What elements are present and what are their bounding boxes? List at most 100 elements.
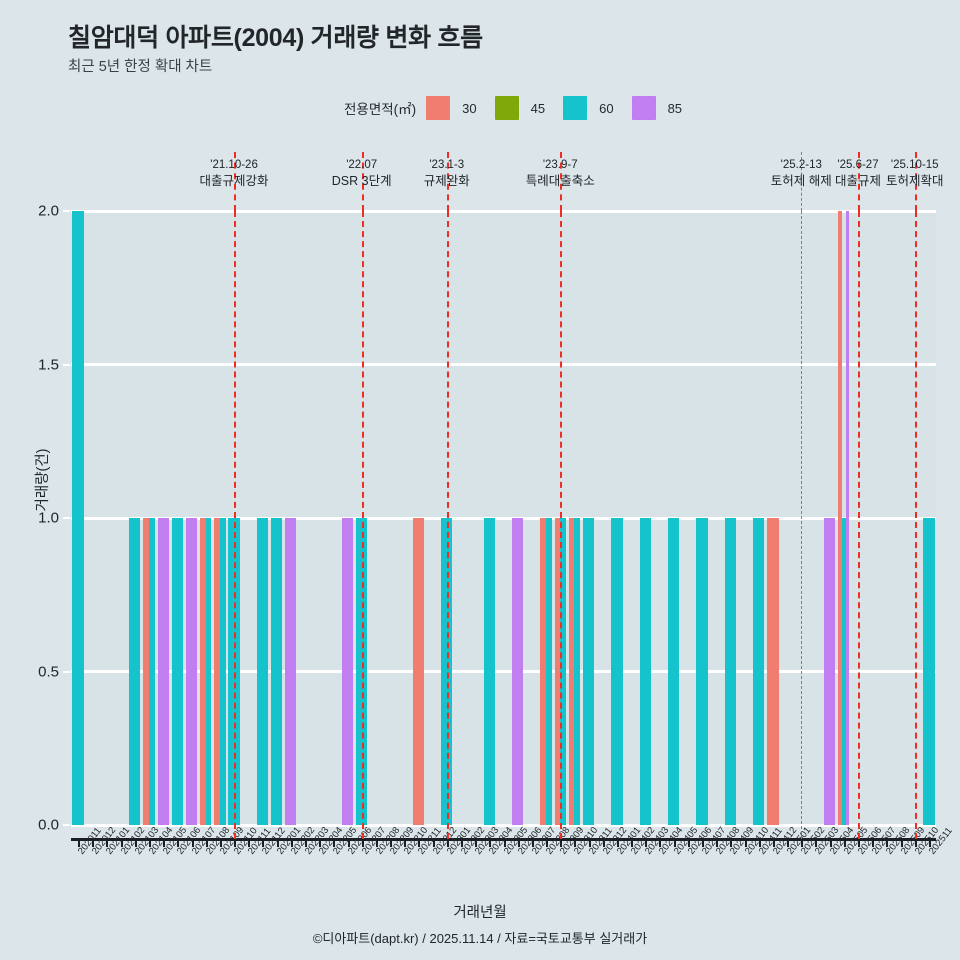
y-axis-label: 거래량(건)	[35, 448, 52, 512]
x-tick-mark	[390, 838, 393, 847]
x-tick-mark	[205, 838, 208, 847]
bar-202109-30[interactable]	[214, 518, 220, 825]
bar-202206-85[interactable]	[341, 518, 354, 825]
annotation-line-top-202309	[560, 152, 563, 211]
bar-202403-60[interactable]	[639, 518, 651, 825]
x-tick-mark	[659, 838, 662, 847]
x-tick-mark	[886, 838, 889, 847]
x-tick-mark	[163, 838, 166, 847]
bar-202104-60[interactable]	[148, 518, 155, 825]
x-tick-mark	[276, 838, 279, 847]
bar-202011-60[interactable]	[72, 211, 84, 825]
bar-202108-30[interactable]	[200, 518, 206, 825]
x-tick-mark	[418, 838, 421, 847]
bar-202505-30[interactable]	[838, 211, 842, 825]
legend-item-85[interactable]: 85	[631, 96, 696, 120]
legend-item-45[interactable]: 45	[494, 96, 559, 120]
annotation-label-202510: '25.10-15 토허제확대	[835, 158, 960, 190]
annotation-line-top-202301	[446, 152, 449, 211]
bar-202412-30[interactable]	[767, 518, 779, 825]
bar-202109-60[interactable]	[219, 518, 226, 825]
x-tick-mark	[262, 838, 265, 847]
bar-202201-60[interactable]	[270, 518, 283, 825]
bar-202306-85[interactable]	[512, 518, 524, 825]
x-tick-mark	[475, 838, 478, 847]
annotation-line-202309	[560, 211, 563, 839]
x-tick-mark	[744, 838, 747, 847]
annotation-line-top-202502	[801, 152, 803, 211]
x-tick-mark	[361, 838, 364, 847]
bar-202310-30[interactable]	[568, 518, 575, 825]
x-tick-mark	[900, 838, 903, 847]
annotation-line-202207	[361, 211, 364, 839]
x-tick-mark	[304, 838, 307, 847]
x-tick-mark	[375, 838, 378, 847]
bar-202211-30[interactable]	[412, 518, 425, 825]
bar-202407-60[interactable]	[696, 518, 708, 825]
bar-202107-85[interactable]	[185, 518, 198, 825]
plot-area	[71, 209, 936, 827]
bar-202308-60[interactable]	[546, 518, 552, 825]
bar-202308-30[interactable]	[540, 518, 547, 825]
bar-202310-60[interactable]	[574, 518, 581, 825]
x-tick-mark	[829, 838, 832, 847]
x-tick-mark	[815, 838, 818, 847]
legend: 전용면적(㎡) 30 45 60 85	[344, 96, 700, 120]
bar-202202-85[interactable]	[285, 518, 297, 825]
legend-swatch-60	[563, 96, 588, 120]
x-tick-mark	[517, 838, 520, 847]
bar-202405-60[interactable]	[667, 518, 680, 825]
y-tick-label: 0.0	[38, 816, 59, 834]
x-tick-mark	[177, 838, 180, 847]
annotation-label-202110: '21.10-26 대출규제강화	[154, 158, 314, 190]
annotation-name: 규제완화	[423, 174, 470, 188]
x-axis-label: 거래년월	[453, 905, 507, 921]
x-tick-mark	[574, 838, 577, 847]
annotation-line-top-202110	[234, 152, 237, 211]
x-tick-mark	[134, 838, 137, 847]
bar-202103-60[interactable]	[129, 518, 141, 825]
x-tick-mark	[787, 838, 790, 847]
bar-202409-60[interactable]	[724, 518, 737, 825]
y-tick-label: 2.0	[38, 202, 59, 220]
bar-202104-30[interactable]	[143, 518, 149, 825]
bar-202106-60[interactable]	[171, 518, 184, 825]
x-tick-mark	[333, 838, 336, 847]
x-tick-mark	[148, 838, 151, 847]
annotation-date: '22.07	[346, 159, 378, 171]
y-tick-mark	[63, 670, 70, 673]
annotation-date: '23.9-7	[542, 159, 578, 171]
annotation-date: '25.6-27	[837, 159, 879, 171]
x-tick-mark	[730, 838, 733, 847]
gridline	[71, 670, 936, 673]
bar-202108-60[interactable]	[205, 518, 212, 825]
bar-202401-60[interactable]	[611, 518, 623, 825]
legend-title: 전용면적(㎡)	[344, 102, 417, 117]
bar-202505-85[interactable]	[845, 211, 850, 825]
bar-202309-30[interactable]	[554, 518, 561, 825]
x-tick-mark	[404, 838, 407, 847]
bar-202411-60[interactable]	[753, 518, 765, 825]
y-tick-label: 0.5	[38, 663, 59, 680]
x-tick-mark	[219, 838, 222, 847]
y-tick-mark	[63, 363, 70, 366]
x-tick-mark	[716, 838, 719, 847]
bar-202304-60[interactable]	[483, 518, 495, 825]
x-tick-mark	[489, 838, 492, 847]
legend-swatch-85	[631, 96, 656, 120]
bar-202505-60[interactable]	[841, 518, 846, 825]
legend-swatch-45	[494, 96, 519, 120]
bar-202309-60[interactable]	[560, 518, 566, 825]
bar-202311-60[interactable]	[582, 518, 595, 825]
bar-202112-60[interactable]	[256, 518, 269, 825]
y-tick-mark	[63, 210, 70, 212]
legend-item-60[interactable]: 60	[563, 96, 627, 120]
bar-202504-85[interactable]	[823, 518, 836, 825]
annotation-line-202510	[914, 211, 917, 839]
legend-label-45: 45	[530, 100, 546, 116]
legend-item-30[interactable]: 30	[426, 96, 490, 120]
bar-202511-60[interactable]	[923, 518, 935, 825]
bar-202105-85[interactable]	[157, 518, 169, 825]
x-tick-mark	[914, 838, 917, 847]
x-tick-mark	[588, 838, 591, 847]
